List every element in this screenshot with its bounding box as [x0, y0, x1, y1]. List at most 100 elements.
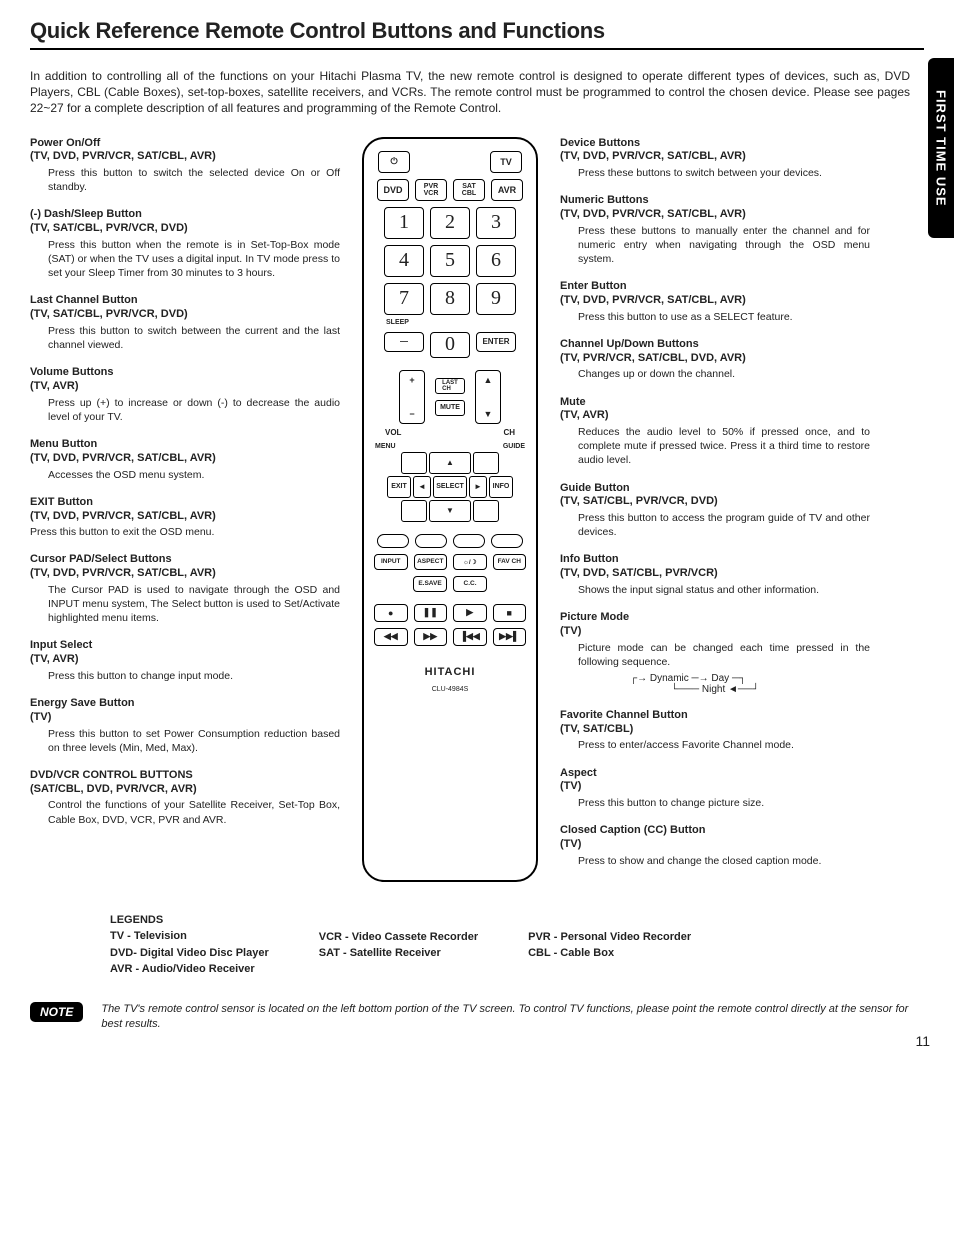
- cc-button[interactable]: C.C.: [453, 576, 487, 592]
- num-9[interactable]: 9: [476, 283, 516, 315]
- note-row: NOTE The TV's remote control sensor is l…: [30, 1002, 924, 1033]
- num-1[interactable]: 1: [384, 207, 424, 239]
- entry-body: Accesses the OSD menu system.: [48, 468, 340, 482]
- dash-sleep-button[interactable]: —: [384, 332, 424, 352]
- entry-devices: (TV): [560, 780, 870, 794]
- power-button[interactable]: ⏻: [378, 151, 410, 173]
- channel-buttons[interactable]: ▲▼: [475, 370, 501, 424]
- entry-body: Control the functions of your Satellite …: [48, 798, 340, 826]
- num-4[interactable]: 4: [384, 245, 424, 277]
- entry-title: Power On/Off: [30, 137, 340, 151]
- skip-back-button[interactable]: ▐◀◀: [453, 628, 487, 646]
- pause-button[interactable]: ❚❚: [414, 604, 448, 622]
- ffwd-button[interactable]: ▶▶: [414, 628, 448, 646]
- rewind-button[interactable]: ◀◀: [374, 628, 408, 646]
- entry-devices: (TV, DVD, PVR/VCR, SAT/CBL, AVR): [30, 567, 340, 581]
- entry-devices: (TV, DVD, PVR/VCR, SAT/CBL, AVR): [30, 452, 340, 466]
- blank-r[interactable]: [473, 500, 499, 522]
- entry-body: Press this button to switch between the …: [48, 324, 340, 352]
- side-tab: FIRST TIME USE: [928, 58, 954, 238]
- right-column: Device Buttons(TV, DVD, PVR/VCR, SAT/CBL…: [560, 137, 870, 882]
- color-button-3[interactable]: [453, 534, 485, 548]
- entry-body: Press to show and change the closed capt…: [578, 854, 870, 868]
- aspect-button[interactable]: ASPECT: [414, 554, 448, 570]
- sequence-diagram: ┌→ Dynamic ─→ Day ─┐└─── Night ◄──┘: [630, 673, 800, 695]
- entry-title: Closed Caption (CC) Button: [560, 824, 870, 838]
- num-5[interactable]: 5: [430, 245, 470, 277]
- fav-ch-button[interactable]: FAV CH: [493, 554, 527, 570]
- num-3[interactable]: 3: [476, 207, 516, 239]
- blank-l[interactable]: [401, 500, 427, 522]
- guide-button[interactable]: [473, 452, 499, 474]
- entry-body: Press this button to change picture size…: [578, 796, 870, 810]
- cursor-up[interactable]: ▲: [429, 452, 471, 474]
- num-0[interactable]: 0: [430, 332, 470, 358]
- entry-body: Press this button to change input mode.: [48, 669, 340, 683]
- dvd-button[interactable]: DVD: [377, 179, 409, 201]
- cursor-left[interactable]: ◄: [413, 476, 431, 498]
- entry-body: Press these buttons to manually enter th…: [578, 224, 870, 267]
- entry-title: Menu Button: [30, 438, 340, 452]
- cursor-down[interactable]: ▼: [429, 500, 471, 522]
- record-button[interactable]: ●: [374, 604, 408, 622]
- select-button[interactable]: SELECT: [433, 476, 467, 498]
- esave-button[interactable]: E.SAVE: [413, 576, 447, 592]
- entry-body: Changes up or down the channel.: [578, 367, 870, 381]
- exit-button[interactable]: EXIT: [387, 476, 411, 498]
- play-button[interactable]: ▶: [453, 604, 487, 622]
- main-layout: Power On/Off (TV, DVD, PVR/VCR, SAT/CBL, …: [30, 137, 924, 882]
- num-6[interactable]: 6: [476, 245, 516, 277]
- entry: Info Button(TV, DVD, SAT/CBL, PVR/VCR)Sh…: [560, 553, 870, 597]
- entry: Numeric Buttons(TV, DVD, PVR/VCR, SAT/CB…: [560, 194, 870, 266]
- entry-title: Aspect: [560, 767, 870, 781]
- note-text: The TV's remote control sensor is locate…: [101, 1002, 924, 1033]
- num-7[interactable]: 7: [384, 283, 424, 315]
- entry-body: Press this button to exit the OSD menu.: [30, 525, 340, 539]
- menu-label: MENU: [375, 443, 396, 450]
- entry: Closed Caption (CC) Button(TV)Press to s…: [560, 824, 870, 868]
- mute-button[interactable]: MUTE: [435, 400, 465, 416]
- tv-button[interactable]: TV: [490, 151, 522, 173]
- entry: Device Buttons(TV, DVD, PVR/VCR, SAT/CBL…: [560, 137, 870, 181]
- avr-button[interactable]: AVR: [491, 179, 523, 201]
- num-8[interactable]: 8: [430, 283, 470, 315]
- color-button-4[interactable]: [491, 534, 523, 548]
- entry-body: Press this button to switch the selected…: [48, 166, 340, 194]
- volume-buttons[interactable]: +−: [399, 370, 425, 424]
- entry-devices: (TV, PVR/VCR, SAT/CBL, DVD, AVR): [560, 352, 870, 366]
- legend-item: DVD- Digital Video Disc Player: [110, 945, 269, 962]
- entry-title: Numeric Buttons: [560, 194, 870, 208]
- entry-title: Favorite Channel Button: [560, 709, 870, 723]
- last-ch-button[interactable]: LASTCH: [435, 378, 465, 394]
- entry-title: Info Button: [560, 553, 870, 567]
- entry-body: Reduces the audio level to 50% if presse…: [578, 425, 870, 468]
- legend-item: VCR - Video Cassete Recorder: [319, 929, 478, 946]
- entry-devices: (TV, DVD, PVR/VCR, SAT/CBL, AVR): [30, 510, 340, 524]
- input-button[interactable]: INPUT: [374, 554, 408, 570]
- left-column: Power On/Off (TV, DVD, PVR/VCR, SAT/CBL, …: [30, 137, 340, 882]
- color-button-1[interactable]: [377, 534, 409, 548]
- entry-title: Volume Buttons: [30, 366, 340, 380]
- entry-devices: (TV, DVD, PVR/VCR, SAT/CBL, AVR): [560, 294, 870, 308]
- entry: Aspect(TV) Press this button to change pi…: [560, 767, 870, 811]
- entry-body: Press up (+) to increase or down (-) to …: [48, 396, 340, 424]
- stop-button[interactable]: ■: [493, 604, 527, 622]
- entry-body: Picture mode can be changed each time pr…: [578, 641, 870, 669]
- enter-button[interactable]: ENTER: [476, 332, 516, 352]
- sat-cbl-button[interactable]: SATCBL: [453, 179, 485, 201]
- side-tab-text: FIRST TIME USE: [934, 90, 949, 207]
- pvr-vcr-button[interactable]: PVRVCR: [415, 179, 447, 201]
- color-button-2[interactable]: [415, 534, 447, 548]
- entry: Power On/Off(TV, DVD, PVR/VCR, SAT/CBL, …: [30, 137, 340, 195]
- picture-mode-button[interactable]: ☼/☽: [453, 554, 487, 570]
- cursor-right[interactable]: ►: [469, 476, 487, 498]
- num-2[interactable]: 2: [430, 207, 470, 239]
- entry: (-) Dash/Sleep Button(TV, SAT/CBL, PVR/V…: [30, 208, 340, 280]
- entry-title: Mute: [560, 396, 870, 410]
- entry-title: Guide Button: [560, 482, 870, 496]
- menu-button[interactable]: [401, 452, 427, 474]
- info-button[interactable]: INFO: [489, 476, 513, 498]
- entry-devices: (TV, SAT/CBL, PVR/VCR, DVD): [560, 495, 870, 509]
- remote-control: ⏻ TV DVD PVRVCR SATCBL AVR 123 456 789 S…: [362, 137, 538, 882]
- skip-fwd-button[interactable]: ▶▶▌: [493, 628, 527, 646]
